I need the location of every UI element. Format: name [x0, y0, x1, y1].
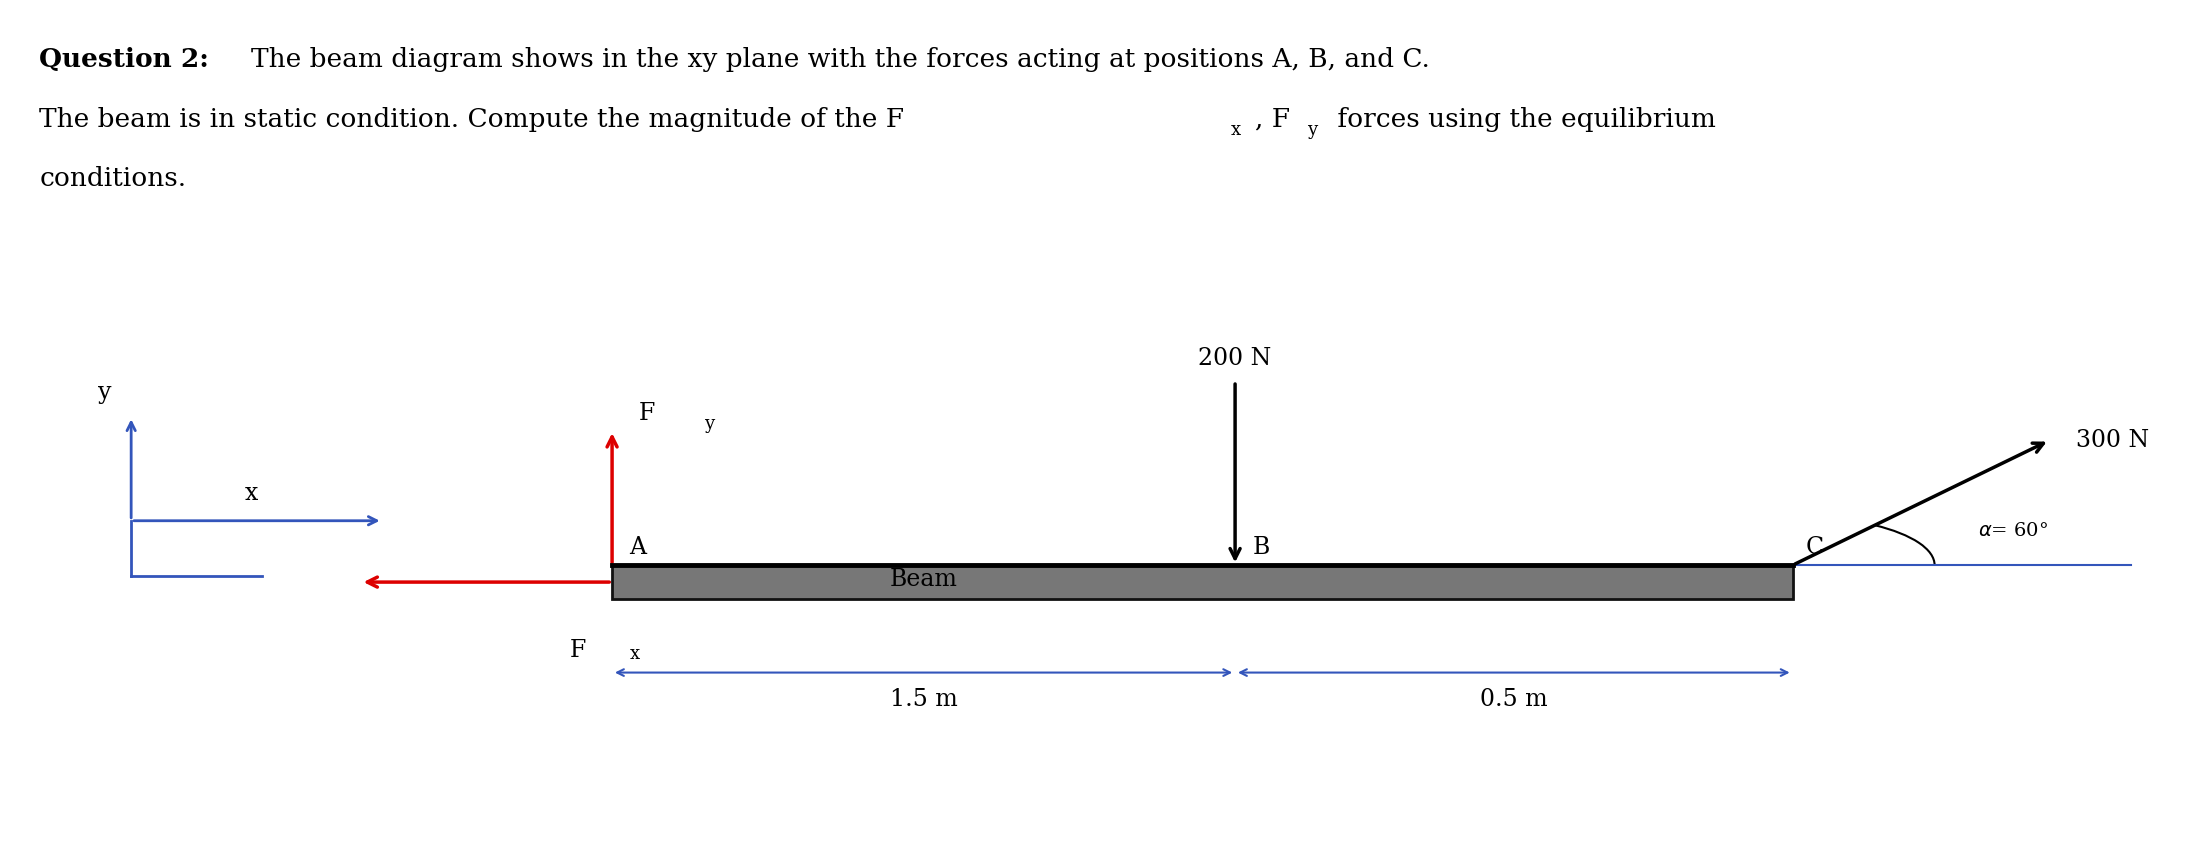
Text: B: B — [1253, 536, 1270, 559]
Text: Beam: Beam — [890, 567, 957, 590]
Text: y: y — [704, 415, 715, 434]
Text: The beam is in static condition. Compute the magnitude of the F: The beam is in static condition. Compute… — [39, 106, 905, 131]
Text: conditions.: conditions. — [39, 166, 186, 191]
Text: F: F — [571, 639, 586, 662]
Text: F: F — [638, 402, 654, 425]
Text: 1.5 m: 1.5 m — [890, 688, 957, 711]
Text: x: x — [245, 482, 258, 505]
Text: y: y — [98, 381, 111, 404]
Text: C: C — [1806, 536, 1823, 559]
Text: x: x — [630, 645, 640, 663]
Text: Question 2:: Question 2: — [39, 47, 210, 72]
Text: The beam diagram shows in the xy plane with the forces acting at positions A, B,: The beam diagram shows in the xy plane w… — [251, 47, 1430, 72]
Text: 200 N: 200 N — [1198, 347, 1272, 370]
Text: 0.5 m: 0.5 m — [1480, 688, 1548, 711]
Text: A: A — [630, 536, 647, 559]
Text: x: x — [1231, 121, 1242, 139]
Text: forces using the equilibrium: forces using the equilibrium — [1329, 106, 1716, 131]
Text: y: y — [1307, 121, 1318, 139]
Text: 300 N: 300 N — [2077, 429, 2149, 452]
Text: , F: , F — [1255, 106, 1290, 131]
Text: $\alpha$= 60°: $\alpha$= 60° — [1978, 522, 2048, 540]
Bar — [612, 565, 1793, 599]
